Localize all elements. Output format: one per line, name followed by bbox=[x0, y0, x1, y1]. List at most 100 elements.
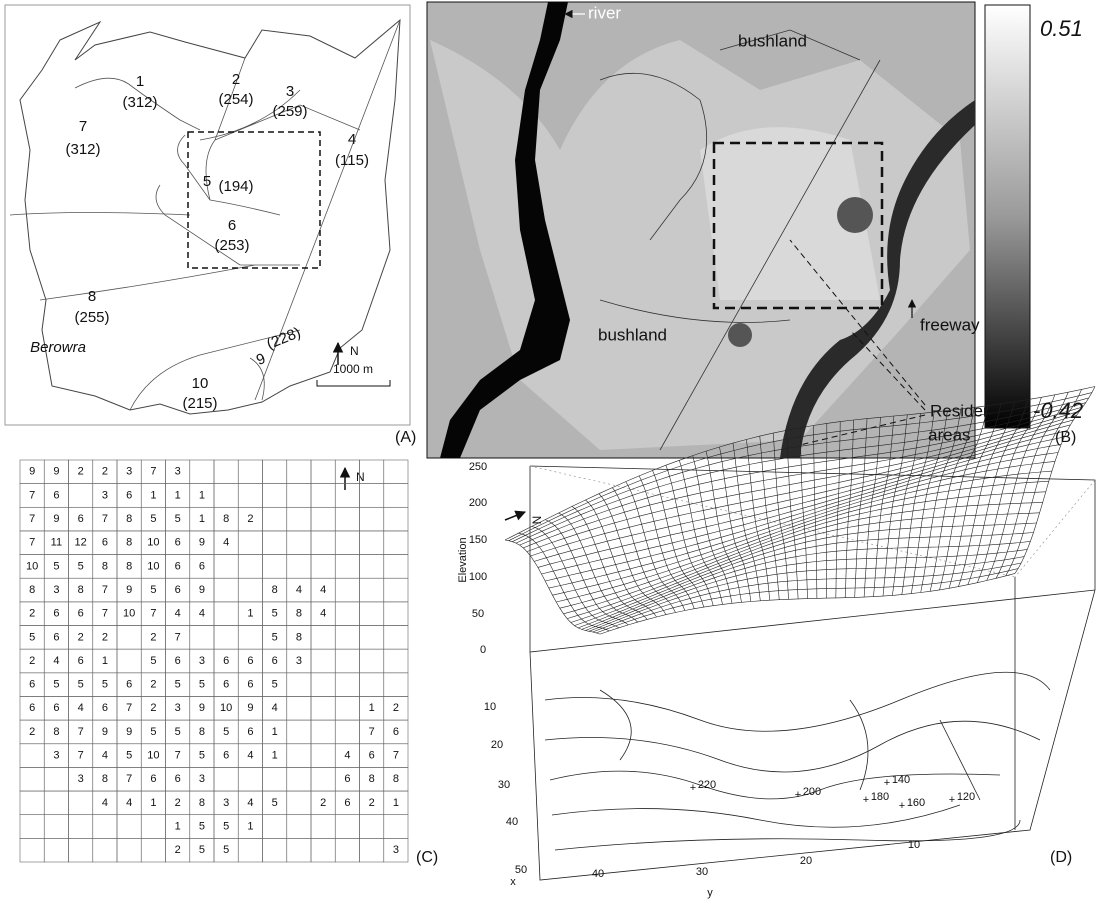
cell-value: 6 bbox=[29, 702, 35, 714]
grid-cell bbox=[360, 484, 384, 508]
cell-value: 1 bbox=[199, 513, 205, 525]
cell-value: 8 bbox=[78, 584, 84, 596]
y-tick-label: 40 bbox=[592, 868, 604, 880]
cell-value: 3 bbox=[175, 702, 181, 714]
panel-label: (D) bbox=[1050, 849, 1072, 866]
grid-cell bbox=[69, 484, 93, 508]
grid-cell bbox=[311, 507, 335, 531]
x-tick-label: 40 bbox=[506, 816, 518, 828]
grid-cell bbox=[263, 767, 287, 791]
cell-value: 3 bbox=[296, 655, 302, 667]
grid-cell bbox=[117, 815, 141, 839]
cell-value: 7 bbox=[102, 513, 108, 525]
region-count: (115) bbox=[335, 152, 369, 169]
grid-cell bbox=[384, 649, 408, 673]
grid-cell bbox=[311, 696, 335, 720]
cell-value: 5 bbox=[175, 513, 181, 525]
cell-value: 5 bbox=[199, 679, 205, 691]
mesh-line bbox=[639, 476, 694, 609]
cell-value: 7 bbox=[150, 466, 156, 478]
north-label: N bbox=[350, 344, 359, 358]
cell-value: 6 bbox=[393, 726, 399, 738]
cell-value: 2 bbox=[369, 797, 375, 809]
z-tick-label: 0 bbox=[480, 644, 486, 656]
cell-value: 5 bbox=[102, 679, 108, 691]
mesh-line bbox=[679, 460, 722, 604]
grid-cell bbox=[335, 649, 359, 673]
cell-value: 5 bbox=[150, 655, 156, 667]
cell-value: 5 bbox=[175, 726, 181, 738]
cell-value: 4 bbox=[223, 537, 229, 549]
grid-cell bbox=[238, 767, 262, 791]
panel-d: N Elevation x y (D) 25020015010050010203… bbox=[457, 387, 1095, 899]
panel-label: (A) bbox=[395, 429, 416, 446]
cell-value: 5 bbox=[199, 749, 205, 761]
cell-value: 6 bbox=[175, 584, 181, 596]
contour-marker: + bbox=[884, 777, 890, 789]
grid-cell bbox=[263, 838, 287, 862]
cell-value: 1 bbox=[393, 797, 399, 809]
cell-value: 9 bbox=[247, 702, 253, 714]
cell-value: 4 bbox=[247, 749, 253, 761]
grid-cell bbox=[335, 673, 359, 697]
cell-value: 10 bbox=[123, 608, 135, 620]
region-count: (255) bbox=[74, 309, 109, 326]
cell-value: 6 bbox=[223, 679, 229, 691]
north-label: N bbox=[356, 470, 365, 484]
region-count: (215) bbox=[182, 395, 217, 412]
grid-cell bbox=[287, 838, 311, 862]
grid-cell bbox=[20, 815, 44, 839]
cell-value: 6 bbox=[78, 513, 84, 525]
cell-value: 1 bbox=[150, 797, 156, 809]
grid-cell bbox=[335, 696, 359, 720]
cell-value: 2 bbox=[175, 844, 181, 856]
cell-value: 5 bbox=[272, 797, 278, 809]
cell-value: 7 bbox=[29, 537, 35, 549]
cell-value: 6 bbox=[175, 537, 181, 549]
grid-cell bbox=[44, 791, 68, 815]
region-count: (312) bbox=[65, 141, 100, 158]
cell-value: 1 bbox=[272, 726, 278, 738]
cell-value: 9 bbox=[199, 702, 205, 714]
cell-value: 8 bbox=[393, 773, 399, 785]
grid-cell bbox=[214, 602, 238, 626]
grid-cell bbox=[263, 815, 287, 839]
grid-cell bbox=[360, 649, 384, 673]
cell-value: 9 bbox=[126, 584, 132, 596]
grid-cell bbox=[335, 484, 359, 508]
cell-value: 10 bbox=[26, 560, 38, 572]
grid-cell bbox=[238, 578, 262, 602]
north-label: N bbox=[530, 516, 544, 525]
cell-value: 5 bbox=[150, 726, 156, 738]
cell-value: 2 bbox=[247, 513, 253, 525]
cell-value: 5 bbox=[78, 679, 84, 691]
grid-cell bbox=[287, 767, 311, 791]
cell-value: 8 bbox=[199, 797, 205, 809]
cell-value: 6 bbox=[53, 608, 59, 620]
cell-value: 5 bbox=[126, 749, 132, 761]
residential-patch bbox=[728, 323, 752, 347]
grid-cell bbox=[93, 838, 117, 862]
grid-cell bbox=[287, 815, 311, 839]
cell-value: 5 bbox=[199, 820, 205, 832]
grid-cell bbox=[384, 815, 408, 839]
contour-marker: + bbox=[795, 789, 801, 801]
grid-cell bbox=[117, 649, 141, 673]
cell-value: 8 bbox=[126, 560, 132, 572]
cell-value: 7 bbox=[102, 584, 108, 596]
grid-cell bbox=[335, 555, 359, 579]
cell-value: 8 bbox=[223, 513, 229, 525]
cell-value: 2 bbox=[175, 797, 181, 809]
grid-cell bbox=[311, 531, 335, 555]
cell-value: 7 bbox=[126, 702, 132, 714]
grid-cell bbox=[335, 815, 359, 839]
grid-cell bbox=[311, 555, 335, 579]
grid-cell bbox=[287, 531, 311, 555]
region-number: 7 bbox=[79, 118, 87, 135]
cell-value: 3 bbox=[102, 489, 108, 501]
grid-cell bbox=[360, 673, 384, 697]
annotation: river bbox=[588, 3, 621, 22]
grid-cell bbox=[263, 460, 287, 484]
x-tick-label: 10 bbox=[484, 701, 496, 713]
grid-cell bbox=[287, 673, 311, 697]
